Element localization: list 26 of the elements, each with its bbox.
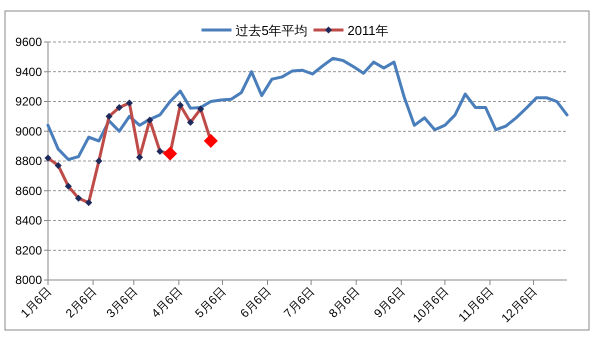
x-tick-label: 2月6日 [62, 284, 100, 321]
point [163, 146, 178, 161]
x-tick-label: 3月6日 [104, 284, 140, 321]
x-tick-label: 10月6日 [410, 284, 452, 326]
x-tick-label: 6月6日 [237, 284, 274, 321]
point [204, 134, 218, 148]
line-series [46, 56, 568, 162]
y-tick-label: 9000 [15, 124, 42, 138]
y-tick-label: 8800 [15, 154, 42, 168]
y-tick-label: 9400 [15, 64, 42, 79]
x-tick-label: 7月6日 [280, 284, 318, 321]
legend-label: 过去5年平均 [236, 23, 308, 38]
y-tick-label: 8000 [15, 273, 42, 287]
x-tick-label: 5月6日 [192, 284, 229, 321]
x-tick-label: 4月6日 [148, 284, 185, 321]
y-tick-label: 8600 [15, 184, 42, 198]
y-tick-label: 8200 [15, 243, 42, 258]
x-tick-label: 8月6日 [326, 284, 362, 321]
x-tick-label: 11月6日 [456, 284, 496, 325]
y-tick-label: 9600 [15, 35, 42, 49]
y-tick-label: 9200 [15, 94, 42, 108]
x-tick-label: 12月6日 [498, 284, 540, 326]
x-tick-label: 9月6日 [371, 284, 408, 321]
x-tick-label: 1月6日 [18, 284, 54, 321]
y-tick-label: 8400 [15, 214, 42, 228]
legend-label: 2011年 [348, 23, 388, 38]
